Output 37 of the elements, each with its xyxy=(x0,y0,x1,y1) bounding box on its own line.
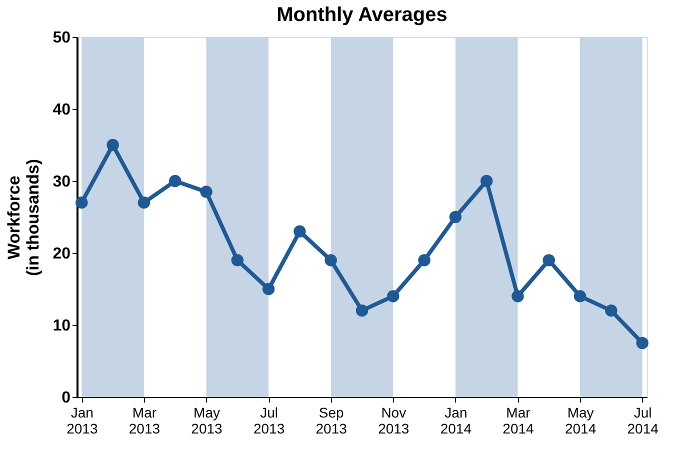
x-tick-label: Mar 2013 xyxy=(128,404,160,436)
point xyxy=(356,304,368,317)
point xyxy=(200,186,212,198)
x-tick-label: Jan 2013 xyxy=(66,404,98,436)
point xyxy=(138,196,150,209)
x-tick-label: May 2014 xyxy=(564,404,596,436)
y-tick-label: 20 xyxy=(52,246,71,262)
point xyxy=(231,254,244,266)
point xyxy=(294,225,306,238)
point xyxy=(480,174,493,188)
point xyxy=(542,254,556,266)
point xyxy=(636,336,648,350)
point xyxy=(449,210,462,224)
chart-title: Monthly Averages xyxy=(276,4,448,26)
y-tick-label: 0 xyxy=(62,390,71,406)
y-axis-title: Workforce (in thousands) xyxy=(4,158,43,276)
point xyxy=(512,290,524,302)
x-tick-label: Jan 2014 xyxy=(440,404,472,436)
y-tick-label: 50 xyxy=(52,30,71,46)
y-tick-label: 30 xyxy=(52,174,71,190)
y-tick-label: 40 xyxy=(52,102,71,118)
x-tick-label: Jul 2013 xyxy=(253,404,285,436)
point xyxy=(574,290,586,302)
x-tick-label: May 2013 xyxy=(191,404,223,436)
point xyxy=(262,282,275,296)
point xyxy=(324,254,337,266)
point xyxy=(387,290,400,302)
x-tick-label: Sep 2013 xyxy=(316,404,348,436)
point xyxy=(76,196,88,209)
point xyxy=(418,254,430,266)
point xyxy=(168,174,182,188)
x-tick-label: Mar 2014 xyxy=(502,404,534,436)
point xyxy=(605,304,618,317)
x-tick-label: Nov 2013 xyxy=(378,404,410,436)
x-tick-label: Jul 2014 xyxy=(627,404,659,436)
y-tick-label: 10 xyxy=(52,318,71,334)
point xyxy=(106,138,119,152)
